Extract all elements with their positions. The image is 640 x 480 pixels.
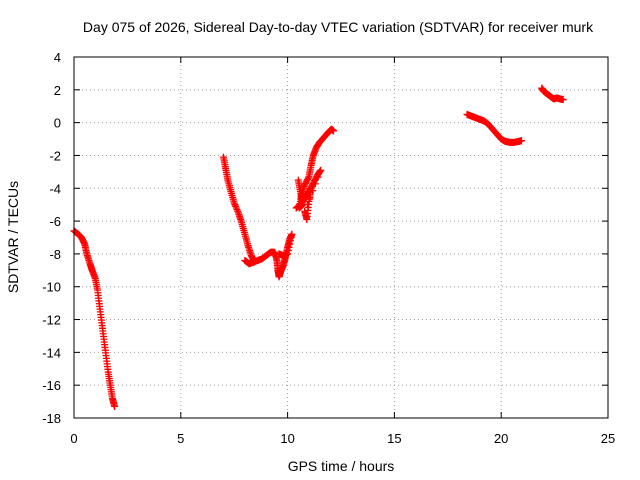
data-points bbox=[70, 84, 567, 411]
x-tick-label: 15 bbox=[387, 431, 401, 446]
data-point bbox=[307, 184, 315, 192]
data-point bbox=[286, 240, 294, 248]
data-point bbox=[234, 207, 242, 215]
y-tick-label: -4 bbox=[49, 181, 61, 196]
x-axis-label: GPS time / hours bbox=[288, 458, 395, 474]
data-point bbox=[233, 206, 241, 214]
x-tick-label: 5 bbox=[177, 431, 184, 446]
data-point bbox=[311, 180, 319, 188]
data-point bbox=[314, 173, 322, 181]
axis-ticks bbox=[73, 56, 609, 419]
data-point bbox=[230, 199, 238, 207]
y-tick-label: 0 bbox=[54, 116, 61, 131]
y-tick-label: -10 bbox=[42, 280, 61, 295]
data-point bbox=[287, 234, 295, 241]
data-point bbox=[286, 237, 294, 245]
y-tick-label: 4 bbox=[54, 50, 61, 65]
y-tick-label: -14 bbox=[42, 345, 61, 360]
y-tick-label: -12 bbox=[42, 313, 61, 328]
y-axis-label: SDTVAR / TECUs bbox=[5, 181, 21, 293]
y-tick-label: -16 bbox=[42, 378, 61, 393]
y-tick-label: -18 bbox=[42, 411, 61, 426]
data-point bbox=[284, 247, 292, 255]
data-point bbox=[111, 403, 119, 411]
x-tick-label: 25 bbox=[601, 431, 615, 446]
y-tick-label: 2 bbox=[54, 83, 61, 98]
data-point bbox=[517, 137, 525, 145]
grid-lines bbox=[74, 57, 608, 418]
data-point bbox=[304, 174, 312, 182]
y-tick-label: -8 bbox=[49, 247, 61, 262]
data-point bbox=[231, 201, 239, 209]
x-tick-label: 10 bbox=[280, 431, 294, 446]
data-point bbox=[285, 243, 293, 251]
data-point bbox=[317, 166, 325, 174]
chart-title: Day 075 of 2026, Sidereal Day-to-day VTE… bbox=[83, 19, 594, 35]
y-tick-label: -6 bbox=[49, 214, 61, 229]
data-point bbox=[232, 204, 240, 212]
x-tick-label: 20 bbox=[494, 431, 508, 446]
data-point bbox=[288, 230, 296, 238]
data-point bbox=[559, 96, 567, 104]
data-point bbox=[330, 127, 338, 135]
x-tick-label: 0 bbox=[70, 431, 77, 446]
plot-frame bbox=[73, 56, 609, 419]
tick-labels: 0 5 10 15 20 25 -18 -16 -14 -12 -10 -8 -6 -4 -2 0 2 4 bbox=[42, 50, 615, 446]
data-point bbox=[275, 250, 283, 258]
y-tick-label: -2 bbox=[49, 148, 61, 163]
data-point bbox=[232, 202, 240, 210]
